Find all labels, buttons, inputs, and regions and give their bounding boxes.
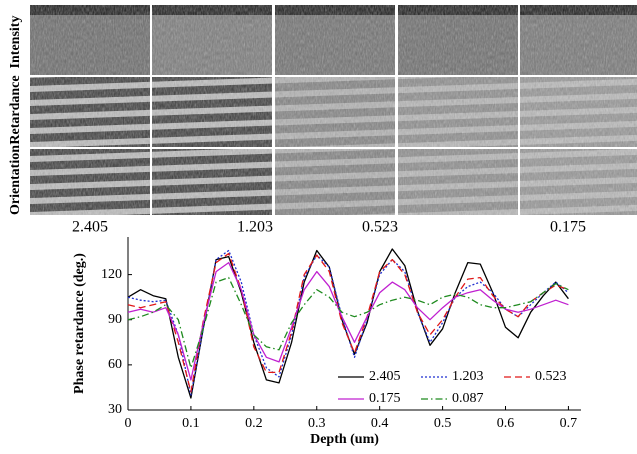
image-tile [398,5,518,75]
image-tile [275,149,395,215]
x-tick-label: 0.4 [371,416,389,431]
tile-noise [398,77,518,147]
tile-noise [275,149,395,215]
image-tile [30,5,150,75]
chart: 30 60 90 120 0 0.1 0.2 0.3 0.4 0.5 0.6 0.7 Phase ret… [72,237,581,447]
tile-noise [398,149,518,215]
image-tile [398,77,518,147]
column-label: 1.203 [237,219,273,236]
tile-noise [152,77,272,147]
image-tile [152,5,272,75]
row-label: Intensity [8,16,23,69]
y-tick-label: 120 [101,267,122,282]
image-tile [152,149,272,215]
tile-noise [30,77,150,147]
column-label: 0.523 [362,219,398,236]
column-label: 2.405 [72,219,108,236]
image-tile [275,77,395,147]
series-line [127,276,569,369]
y-tick-label: 30 [108,402,122,417]
row-label: Retardance [8,75,23,144]
tile-noise [30,149,150,215]
tile-noise [152,5,272,75]
legend-label: 0.087 [452,391,484,406]
x-tick-label: 0.1 [182,416,200,431]
series-line [127,252,569,393]
x-tick-label: 0.5 [434,416,452,431]
row-label: Orientation [8,145,23,215]
legend-label: 1.203 [452,369,484,384]
y-axis-title: Phase retardance (deg.) [72,253,87,394]
image-tile [30,77,150,147]
image-tile [520,5,637,75]
x-tick-label: 0.7 [560,416,578,431]
tile-noise [275,77,395,147]
series-line [127,249,569,396]
series-line [127,261,569,381]
x-tick-label: 0.3 [308,416,326,431]
image-tile [275,5,395,75]
tile-noise [30,5,150,75]
tile-noise [520,77,637,147]
x-axis-title: Depth (um) [310,432,379,447]
tile-noise [520,5,637,75]
image-tile [520,149,637,215]
tile-noise [398,5,518,75]
x-tick-label: 0.6 [497,416,515,431]
x-tick-label: 0.2 [245,416,263,431]
legend-label: 0.523 [535,369,567,384]
image-tile [520,77,637,147]
image-tile [152,77,272,147]
column-label: 0.175 [550,219,586,236]
x-tick-label: 0 [125,416,132,431]
y-tick-label: 60 [108,357,122,372]
legend-label: 0.175 [369,391,401,406]
image-tile [398,149,518,215]
legend-label: 2.405 [369,369,401,384]
tile-noise [520,149,637,215]
y-tick-label: 90 [108,312,122,327]
image-tile [30,149,150,215]
tile-noise [275,5,395,75]
tile-noise [152,149,272,215]
